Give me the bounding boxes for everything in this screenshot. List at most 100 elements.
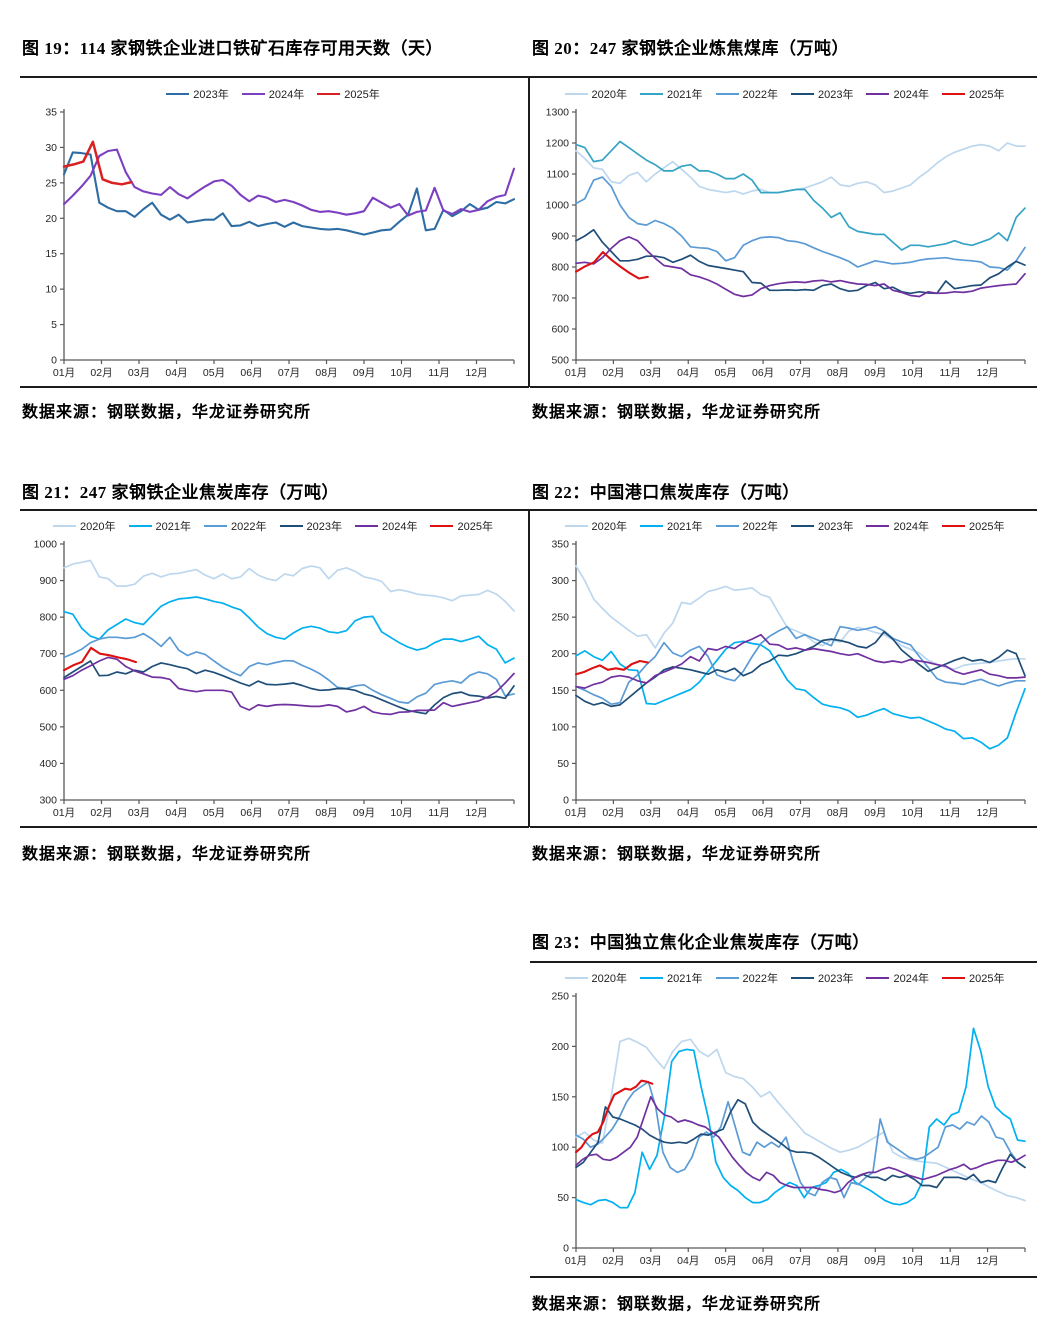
legend-item: 2021年 bbox=[640, 518, 703, 534]
legend-item: 2020年 bbox=[564, 970, 627, 986]
legend-label: 2023年 bbox=[818, 521, 854, 533]
svg-text:0: 0 bbox=[563, 1243, 569, 1255]
legend-swatch bbox=[640, 93, 664, 95]
fig22-source: 数据来源：钢联数据，华龙证券研究所 bbox=[532, 846, 822, 863]
legend-item: 2024年 bbox=[866, 86, 929, 102]
legend-label: 2025年 bbox=[968, 89, 1005, 101]
line-chart-svg: 0 50 100 150 200 250 01月 02月 03月 04月 05月 06月 07月 08月 0… bbox=[551, 991, 1026, 1267]
legend-swatch bbox=[866, 525, 890, 527]
legend-item: 2024年 bbox=[241, 86, 304, 102]
svg-text:02月: 02月 bbox=[602, 367, 624, 379]
svg-text:01月: 01月 bbox=[565, 807, 587, 819]
svg-text:200: 200 bbox=[551, 1041, 569, 1053]
svg-text:12月: 12月 bbox=[976, 1255, 998, 1267]
legend-swatch bbox=[241, 93, 265, 95]
legend-label: 2023年 bbox=[306, 521, 342, 533]
fig23-legend: 2020年 2021年 2022年 2023年 2024年 2025年 bbox=[532, 968, 1037, 988]
legend-label: 2025年 bbox=[344, 89, 380, 101]
legend-item: 2025年 bbox=[317, 86, 380, 102]
svg-text:12月: 12月 bbox=[976, 367, 998, 379]
svg-text:50: 50 bbox=[557, 1192, 569, 1204]
svg-text:07月: 07月 bbox=[789, 1255, 811, 1267]
legend-label: 2022年 bbox=[231, 521, 267, 533]
svg-text:300: 300 bbox=[551, 575, 569, 587]
svg-text:09月: 09月 bbox=[864, 807, 886, 819]
divider bbox=[530, 509, 1037, 511]
legend-item: 2024年 bbox=[354, 518, 417, 534]
svg-text:06月: 06月 bbox=[240, 807, 262, 819]
svg-text:250: 250 bbox=[551, 991, 569, 1003]
legend-item: 2025年 bbox=[430, 518, 493, 534]
svg-text:11月: 11月 bbox=[939, 807, 960, 819]
fig21-legend: 2020年 2021年 2022年 2023年 2024年 2025年 bbox=[20, 516, 526, 536]
svg-text:02月: 02月 bbox=[602, 1255, 624, 1267]
fig19-chart: 2023年 2024年 2025年 0 5 10 15 20 25 30 35 01月 02月 03月 0… bbox=[20, 84, 526, 384]
divider bbox=[530, 961, 1037, 963]
fig22-chart: 2020年 2021年 2022年 2023年 2024年 2025年 0 50 100 150… bbox=[532, 516, 1037, 824]
svg-text:800: 800 bbox=[551, 262, 569, 274]
svg-text:03月: 03月 bbox=[640, 807, 662, 819]
svg-text:11月: 11月 bbox=[428, 807, 449, 819]
legend-swatch bbox=[564, 93, 588, 95]
svg-text:01月: 01月 bbox=[53, 367, 75, 379]
legend-item: 2021年 bbox=[640, 970, 703, 986]
fig23-plot: 0 50 100 150 200 250 01月 02月 03月 04月 05月 06月 07月 08月 0… bbox=[532, 988, 1037, 1272]
svg-text:1200: 1200 bbox=[546, 138, 570, 150]
legend-item: 2020年 bbox=[564, 86, 627, 102]
svg-text:5: 5 bbox=[51, 319, 57, 331]
line-chart-svg: 500 600 700 800 900 1000 1100 1200 1300 01月 02月 03月… bbox=[546, 107, 1026, 379]
svg-text:07月: 07月 bbox=[278, 807, 300, 819]
line-chart-svg: 0 5 10 15 20 25 30 35 01月 02月 03月 04月 05月 06月 07月 08月 09… bbox=[45, 107, 516, 379]
line-chart-svg: 300 400 500 600 700 800 900 1000 01月 02月 03月 04月 05月… bbox=[34, 539, 515, 819]
svg-text:05月: 05月 bbox=[203, 807, 225, 819]
svg-text:400: 400 bbox=[39, 758, 57, 770]
fig21-chart: 2020年 2021年 2022年 2023年 2024年 2025年 300 400 500… bbox=[20, 516, 526, 824]
legend-label: 2025年 bbox=[968, 973, 1005, 985]
svg-text:05月: 05月 bbox=[715, 807, 737, 819]
legend-item: 2022年 bbox=[204, 518, 267, 534]
fig21-source: 数据来源：钢联数据，华龙证券研究所 bbox=[22, 846, 312, 863]
svg-text:03月: 03月 bbox=[128, 807, 150, 819]
legend-swatch bbox=[866, 977, 890, 979]
legend-item: 2022年 bbox=[715, 86, 778, 102]
svg-text:1300: 1300 bbox=[546, 107, 570, 119]
legend-label: 2021年 bbox=[667, 521, 703, 533]
fig23-chart: 2020年 2021年 2022年 2023年 2024年 2025年 0 50 100 150… bbox=[532, 968, 1037, 1272]
svg-text:30: 30 bbox=[45, 142, 57, 154]
legend-swatch bbox=[640, 525, 664, 527]
legend-swatch bbox=[640, 977, 664, 979]
legend-item: 2022年 bbox=[715, 518, 778, 534]
legend-swatch bbox=[128, 525, 152, 527]
legend-item: 2023年 bbox=[279, 518, 342, 534]
svg-text:04月: 04月 bbox=[677, 807, 699, 819]
legend-swatch bbox=[317, 93, 341, 95]
svg-text:10月: 10月 bbox=[390, 367, 412, 379]
svg-text:25: 25 bbox=[45, 177, 57, 189]
svg-text:900: 900 bbox=[39, 575, 57, 587]
fig20-chart: 2020年 2021年 2022年 2023年 2024年 2025年 500 600 700… bbox=[532, 84, 1037, 384]
svg-text:350: 350 bbox=[551, 539, 569, 551]
legend-swatch bbox=[941, 977, 965, 979]
fig22-plot: 0 50 100 150 200 250 300 350 01月 02月 03月 04月 05月 06月 0… bbox=[532, 536, 1037, 824]
svg-text:09月: 09月 bbox=[864, 367, 886, 379]
svg-text:10月: 10月 bbox=[902, 367, 924, 379]
svg-text:04月: 04月 bbox=[165, 807, 187, 819]
svg-text:10月: 10月 bbox=[390, 807, 412, 819]
svg-text:1000: 1000 bbox=[546, 200, 570, 212]
svg-text:05月: 05月 bbox=[715, 1255, 737, 1267]
svg-text:04月: 04月 bbox=[165, 367, 187, 379]
legend-item: 2024年 bbox=[866, 518, 929, 534]
svg-text:11月: 11月 bbox=[939, 367, 960, 379]
svg-text:01月: 01月 bbox=[565, 1255, 587, 1267]
legend-label: 2022年 bbox=[742, 89, 778, 101]
legend-swatch bbox=[715, 977, 739, 979]
svg-text:11月: 11月 bbox=[939, 1255, 960, 1267]
legend-label: 2022年 bbox=[742, 521, 778, 533]
legend-item: 2020年 bbox=[564, 518, 627, 534]
svg-text:01月: 01月 bbox=[565, 367, 587, 379]
fig20-title: 图 20：247 家钢铁企业炼焦煤库（万吨） bbox=[532, 39, 849, 58]
svg-text:03月: 03月 bbox=[640, 367, 662, 379]
legend-swatch bbox=[791, 977, 814, 979]
svg-text:07月: 07月 bbox=[278, 367, 300, 379]
